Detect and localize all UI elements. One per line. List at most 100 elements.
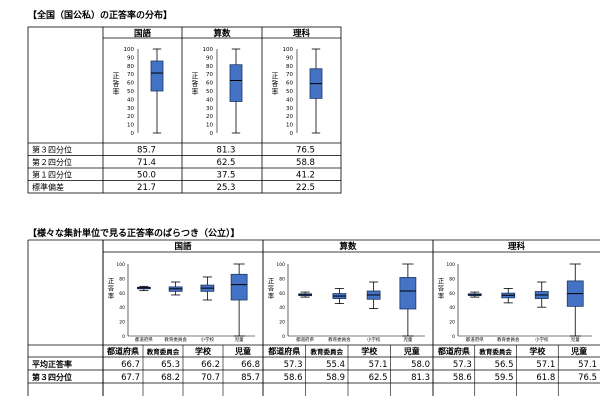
- y-axis-label-2-2-char: 答: [268, 284, 275, 293]
- y-tick-label: 60: [119, 291, 125, 297]
- row-value: 50.0: [137, 171, 156, 181]
- row-value: 57.3: [453, 360, 472, 370]
- y-tick-label: 100: [116, 262, 125, 268]
- x-tick-label: 都道府県: [466, 336, 484, 343]
- category-header: 児童: [570, 346, 587, 356]
- x-tick-label: 教育委員会: [328, 336, 351, 343]
- y-tick-label: 30: [127, 106, 134, 112]
- y-tick-label: 40: [286, 97, 293, 103]
- box-2-1-4-box: [230, 273, 248, 301]
- y-tick-label: 0: [452, 334, 455, 340]
- row-value: 71.4: [137, 158, 156, 168]
- y-tick-label: 40: [206, 97, 213, 103]
- x-tick-label: 小学校: [367, 336, 381, 343]
- row-value: 56.5: [495, 360, 514, 370]
- row-label: 第１四分位: [32, 170, 72, 180]
- x-tick-label: 児童: [235, 336, 244, 343]
- category-header: 児童: [234, 346, 251, 356]
- y-tick-label: 70: [206, 72, 213, 78]
- y-tick-label: 10: [127, 123, 134, 129]
- subject-header-3: 理科: [293, 28, 311, 39]
- row-value: 25.3: [217, 183, 236, 193]
- y-tick-label: 40: [279, 305, 285, 311]
- row-label: 標準偏差: [32, 182, 64, 192]
- row-value: 81.3: [411, 373, 430, 383]
- y-tick-label: 20: [449, 320, 455, 326]
- row-value: 67.7: [121, 373, 140, 383]
- y-tick-label: 0: [290, 131, 294, 137]
- box-2-box: [229, 64, 243, 102]
- category-header: 児童: [403, 346, 420, 356]
- x-tick-label: 小学校: [535, 336, 549, 343]
- row-label: 第３四分位: [32, 145, 72, 155]
- y-tick-label: 10: [286, 123, 293, 129]
- row-value: 21.7: [137, 183, 156, 193]
- row-value: 57.1: [578, 360, 597, 370]
- category-header: 学校: [529, 346, 546, 356]
- row-value: 41.2: [296, 171, 315, 181]
- y-tick-label: 90: [206, 55, 213, 61]
- x-tick-label: 教育委員会: [497, 336, 520, 343]
- y-axis-label-3-char: 答: [272, 79, 279, 88]
- y-axis-label-2-3-char: 正: [438, 277, 445, 285]
- y-tick-label: 100: [283, 47, 294, 53]
- category-header: 都道府県: [437, 346, 470, 356]
- table1-border: [27, 26, 342, 194]
- row-value: 81.3: [217, 146, 236, 156]
- section1-title: 【全国（国公私）の正答率の分布】: [28, 11, 173, 21]
- row-value: 62.5: [369, 373, 388, 383]
- section2-title: 【様々な集計単位で見る正答率のばらつき（公立）】: [28, 229, 240, 239]
- y-axis-label-2-1-char: 率: [108, 291, 115, 300]
- y-tick-label: 60: [206, 81, 213, 87]
- y-tick-label: 60: [449, 291, 455, 297]
- y-tick-label: 0: [210, 131, 214, 137]
- y-axis-label-1-char: 正: [113, 72, 120, 80]
- y-axis-label-2-3-char: 率: [438, 291, 445, 300]
- y-tick-label: 30: [286, 106, 293, 112]
- y-tick-label: 40: [119, 305, 125, 311]
- row-value: 66.8: [241, 360, 260, 370]
- y-axis-label-2-1-char: 正: [108, 277, 115, 285]
- y-tick-label: 40: [127, 97, 134, 103]
- row-value: 58.6: [453, 373, 472, 383]
- row-value: 85.7: [137, 146, 156, 156]
- row-value: 66.2: [201, 360, 220, 370]
- row-value: 59.5: [495, 373, 514, 383]
- y-tick-label: 100: [276, 262, 285, 268]
- row-value: 58.6: [284, 373, 303, 383]
- y-axis-label-2-char: 率: [192, 87, 199, 96]
- y-tick-label: 40: [449, 305, 455, 311]
- row-value: 61.8: [536, 373, 555, 383]
- y-tick-label: 20: [286, 114, 293, 120]
- row-value: 57.3: [284, 360, 303, 370]
- y-tick-label: 70: [286, 72, 293, 78]
- row-value: 58.0: [411, 360, 430, 370]
- y-tick-label: 80: [286, 64, 293, 70]
- y-tick-label: 20: [279, 320, 285, 326]
- y-tick-label: 90: [286, 55, 293, 61]
- y-tick-label: 0: [122, 334, 125, 340]
- y-axis-label-2-2-char: 正: [268, 277, 275, 285]
- y-axis-label-1-char: 答: [113, 79, 120, 88]
- y-axis-label-2-1-char: 答: [108, 284, 115, 293]
- y-tick-label: 80: [449, 276, 455, 282]
- y-tick-label: 100: [124, 47, 135, 53]
- y-tick-label: 80: [279, 276, 285, 282]
- row-value: 57.1: [369, 360, 388, 370]
- y-tick-label: 100: [446, 262, 455, 268]
- x-tick-label: 小学校: [201, 336, 215, 343]
- subject-header-1: 国語: [134, 28, 152, 39]
- y-tick-label: 10: [206, 123, 213, 129]
- x-tick-label: 都道府県: [296, 336, 314, 343]
- y-axis-label-2-2-char: 率: [268, 291, 275, 300]
- y-tick-label: 60: [279, 291, 285, 297]
- y-tick-label: 60: [127, 81, 134, 87]
- row-label: 第３四分位: [32, 372, 72, 382]
- y-tick-label: 70: [127, 72, 134, 78]
- x-tick-label: 教育委員会: [164, 336, 187, 343]
- y-tick-label: 60: [286, 81, 293, 87]
- subject-header-2: 算数: [213, 28, 231, 39]
- row-value: 55.4: [326, 360, 345, 370]
- row-value: 37.5: [217, 171, 236, 181]
- y-tick-label: 20: [206, 114, 213, 120]
